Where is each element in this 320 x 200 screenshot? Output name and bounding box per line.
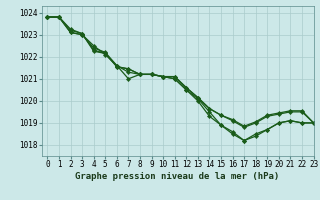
X-axis label: Graphe pression niveau de la mer (hPa): Graphe pression niveau de la mer (hPa) [76,172,280,181]
